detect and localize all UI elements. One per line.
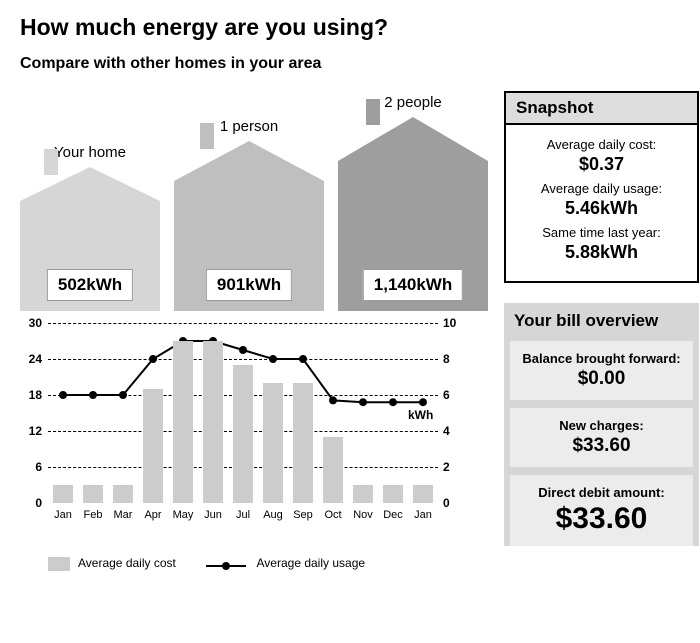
page-title: How much energy are you using?	[20, 14, 700, 41]
bill-row: Direct debit amount: $33.60	[510, 475, 693, 546]
house-value: 1,140kWh	[363, 269, 463, 301]
cost-bar	[83, 485, 103, 503]
bill-row-label: New charges:	[516, 418, 687, 433]
x-tick: Jun	[204, 509, 222, 521]
house-label: 2 people	[384, 94, 442, 111]
y-left-tick: 30	[20, 316, 42, 330]
legend-cost-swatch	[48, 557, 70, 571]
x-tick: Aug	[263, 509, 283, 521]
usage-point	[419, 398, 427, 406]
house-icon: 502kWh	[20, 167, 160, 311]
legend-cost-label: Average daily cost	[78, 556, 176, 570]
snapshot-panel: Snapshot Average daily cost: $0.37 Average…	[504, 91, 699, 283]
cost-bar	[413, 485, 433, 503]
bill-row-label: Balance brought forward:	[516, 351, 687, 366]
bill-row-value: $0.00	[516, 368, 687, 390]
bill-overview-panel: Your bill overview Balance brought forwa…	[504, 303, 699, 546]
y-right-tick: 0	[443, 496, 465, 510]
snapshot-label: Same time last year:	[518, 225, 685, 240]
kwh-axis-label: kWh	[408, 408, 433, 422]
x-tick: Sep	[293, 509, 313, 521]
y-left-tick: 18	[20, 388, 42, 402]
house-label: Your home	[54, 144, 126, 161]
y-left-tick: 12	[20, 424, 42, 438]
x-tick: Dec	[383, 509, 403, 521]
usage-point	[359, 398, 367, 406]
cost-bar	[263, 383, 283, 503]
house-label: 1 person	[220, 118, 278, 135]
cost-bar	[293, 383, 313, 503]
bill-row-value: $33.60	[516, 435, 687, 457]
bill-row-value: $33.60	[516, 502, 687, 536]
cost-bar	[353, 485, 373, 503]
bill-row-label: Direct debit amount:	[516, 485, 687, 500]
legend-usage-label: Average daily usage	[257, 556, 366, 570]
y-right-tick: 2	[443, 460, 465, 474]
cost-bar	[233, 365, 253, 503]
y-right-tick: 6	[443, 388, 465, 402]
y-right-tick: 8	[443, 352, 465, 366]
snapshot-value: 5.88kWh	[518, 242, 685, 263]
snapshot-value: $0.37	[518, 154, 685, 175]
x-tick: May	[173, 509, 194, 521]
snapshot-title: Snapshot	[506, 93, 697, 125]
x-tick: Jul	[236, 509, 250, 521]
bill-overview-title: Your bill overview	[504, 303, 699, 341]
cost-bar	[113, 485, 133, 503]
x-tick: Mar	[114, 509, 133, 521]
house-comparison: Your home 502kWh 1 person 901kWh 2 people 1,1…	[20, 91, 490, 311]
x-tick: Jan	[414, 509, 432, 521]
cost-bar	[383, 485, 403, 503]
cost-bar	[203, 341, 223, 503]
snapshot-value: 5.46kWh	[518, 198, 685, 219]
y-left-tick: 24	[20, 352, 42, 366]
y-right-tick: 4	[443, 424, 465, 438]
snapshot-label: Average daily cost:	[518, 137, 685, 152]
house-icon: 1,140kWh	[338, 117, 488, 311]
house-value: 901kWh	[206, 269, 292, 301]
y-right-tick: 10	[443, 316, 465, 330]
house-value: 502kWh	[47, 269, 133, 301]
snapshot-label: Average daily usage:	[518, 181, 685, 196]
chart-legend: Average daily cost Average daily usage	[20, 556, 490, 571]
x-tick: Feb	[84, 509, 103, 521]
cost-bar	[53, 485, 73, 503]
x-tick: Apr	[144, 509, 161, 521]
y-left-tick: 0	[20, 496, 42, 510]
bill-row: New charges: $33.60	[510, 408, 693, 467]
x-tick: Nov	[353, 509, 373, 521]
house-icon: 901kWh	[174, 141, 324, 311]
cost-bar	[173, 341, 193, 503]
x-tick: Jan	[54, 509, 72, 521]
cost-bar	[323, 437, 343, 503]
compare-subtitle: Compare with other homes in your area	[20, 55, 700, 73]
usage-chart: 0612182430 0246810 JanFebMarAprMayJunJul…	[20, 323, 465, 548]
x-tick: Oct	[324, 509, 341, 521]
usage-point	[239, 346, 247, 354]
y-left-tick: 6	[20, 460, 42, 474]
usage-point	[329, 396, 337, 404]
bill-row: Balance brought forward: $0.00	[510, 341, 693, 400]
legend-usage-marker	[206, 562, 246, 570]
cost-bar	[143, 389, 163, 503]
usage-point	[389, 398, 397, 406]
